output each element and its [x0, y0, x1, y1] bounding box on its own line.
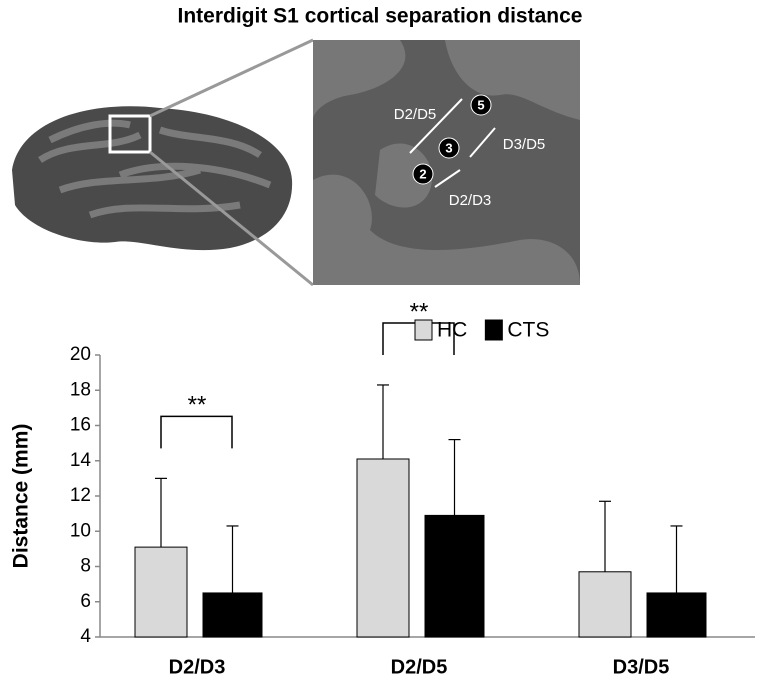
- bar: [578, 571, 632, 638]
- y-tick-label: 18: [70, 379, 91, 400]
- brain: [12, 38, 314, 287]
- y-tick-label: 12: [70, 485, 91, 506]
- distance-label: D3/D5: [503, 136, 546, 153]
- legend-swatch: [484, 319, 503, 341]
- digit-marker: 5: [477, 97, 484, 112]
- digit-marker: 3: [445, 140, 452, 155]
- x-tick-label: D2/D3: [169, 656, 226, 678]
- bar: [134, 546, 188, 638]
- y-tick-label: 14: [70, 450, 92, 471]
- y-tick-label: 6: [80, 591, 91, 612]
- bar: [424, 514, 485, 638]
- bar: [202, 592, 263, 638]
- y-axis-label: Distance (mm): [10, 424, 33, 569]
- legend-label: CTS: [507, 319, 549, 342]
- legend-label: HC: [437, 319, 467, 342]
- y-tick-label: 4: [80, 626, 91, 647]
- bar: [646, 592, 707, 638]
- x-tick-label: D2/D5: [391, 656, 448, 678]
- title: Interdigit S1 cortical separation distan…: [178, 5, 583, 28]
- distance-label: D2/D5: [394, 106, 437, 123]
- distance-label: D2/D3: [449, 192, 492, 209]
- bar: [356, 458, 410, 638]
- y-tick-label: 8: [80, 556, 91, 577]
- y-tick-label: 20: [70, 344, 91, 365]
- y-tick-label: 10: [70, 520, 91, 541]
- x-tick-label: D3/D5: [613, 656, 670, 678]
- digit-marker: 2: [419, 166, 426, 181]
- significance-label: **: [410, 298, 429, 325]
- y-tick-label: 16: [70, 415, 91, 436]
- legend-swatch: [414, 319, 433, 341]
- significance-bracket: [160, 415, 233, 449]
- zoom-panel: 5 3 2 D2/D5 D3/D5 D2/D3: [313, 40, 580, 285]
- significance-label: **: [188, 392, 207, 419]
